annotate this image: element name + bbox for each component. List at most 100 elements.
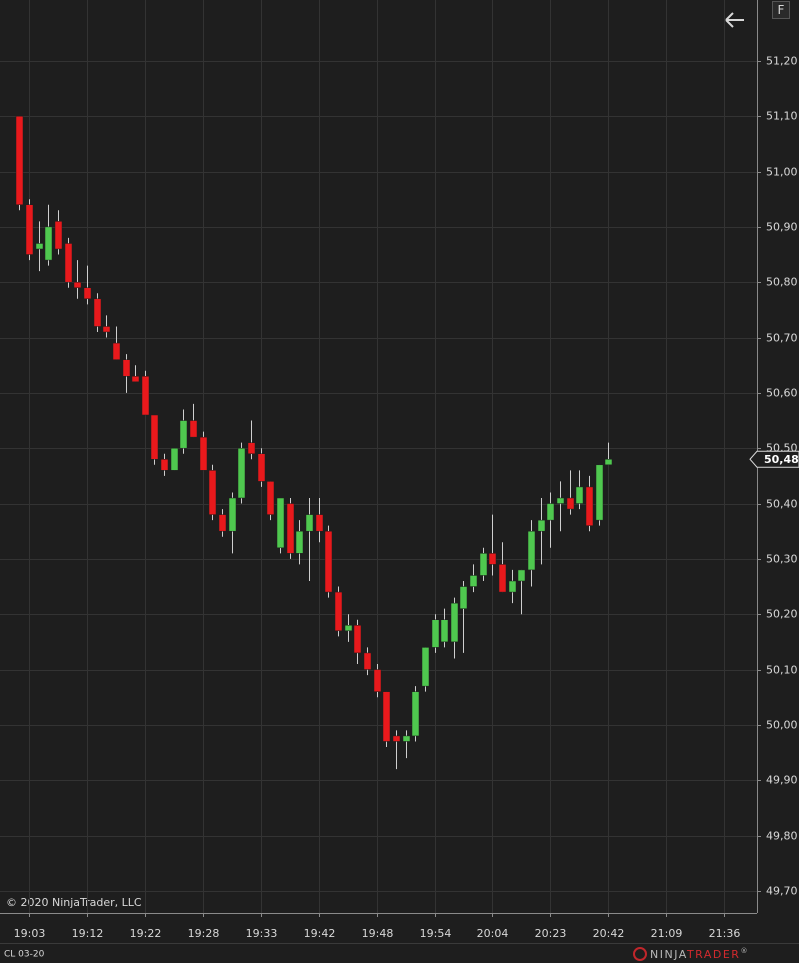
y-tick-label: 50,20 [766,608,798,621]
candle-body [488,553,497,565]
candle-body [237,447,246,499]
candle-body [363,652,372,670]
candle-body [517,569,526,582]
y-tick-label: 50,00 [766,719,798,732]
button-box[interactable] [772,1,790,19]
x-tick-label: 20:04 [477,927,509,940]
candle-body [218,514,227,532]
candle-body [556,497,565,504]
candle-body [392,735,401,742]
last-price-label: 50,48 [764,453,799,466]
candle-body [575,486,584,504]
logo: NINJATRADER® [633,947,749,961]
y-tick-label: 50,30 [766,553,798,566]
y-tick-label: 50,80 [766,276,798,289]
candle-body [315,514,324,532]
y-tick-label: 49,80 [766,830,798,843]
x-tick-label: 20:42 [593,927,625,940]
x-tick-label: 19:22 [130,927,162,940]
candle-body [122,359,131,377]
candle-body [160,459,169,471]
y-tick-label: 50,40 [766,498,798,511]
logo-second: TRADER [686,948,741,961]
candle-body [450,602,459,643]
x-tick-label: 21:36 [709,927,741,940]
candle-body [64,243,73,283]
candle-body [431,619,440,648]
candle-body [604,459,613,466]
candle-body [382,691,391,742]
candle-body [228,497,237,532]
candle-body [334,591,343,632]
instrument: CL 03-20 [4,950,45,960]
back-button[interactable] [725,12,744,28]
grid [0,0,757,913]
candle-body [479,553,488,576]
candle-body [141,376,150,416]
x-tick-label: 19:42 [304,927,336,940]
candle-body [266,481,275,515]
y-tick-label: 50,90 [766,221,798,234]
candle-body [305,514,314,532]
candle-body [102,326,111,333]
candle-body [373,669,382,692]
candle-body [527,530,536,571]
logo-text: NINJATRADER® [650,947,749,961]
x-tick-label: 19:48 [362,927,394,940]
logo-icon [633,947,647,961]
x-tick-label: 19:28 [188,927,220,940]
candle-body [546,503,555,521]
candle-body [25,204,34,255]
candle-body [131,376,140,383]
candle-body [112,342,121,360]
candle-body [286,503,295,554]
x-tick-label: 19:03 [14,927,46,940]
candle-body [179,420,188,449]
candle-body [595,464,604,521]
last-price-marker [749,450,799,468]
candle-body [402,735,411,742]
x-tick-label: 19:54 [420,927,452,940]
y-tick-label: 50,60 [766,387,798,400]
x-tick-label: 19:33 [246,927,278,940]
y-tick-label: 51,00 [766,166,798,179]
logo-mark: ® [740,947,749,955]
candle-body [257,453,266,482]
candle-body [247,442,256,454]
candle-body [566,497,575,510]
candle-body [344,625,353,632]
x-tick-label: 20:23 [535,927,567,940]
candle-body [189,420,198,438]
candle-body [324,530,333,593]
button-label[interactable]: F [778,3,785,17]
y-tick-label: 51,10 [766,110,798,123]
candle-body [35,243,44,250]
candle-body [73,281,82,288]
y-tick-label: 49,90 [766,774,798,787]
y-tick-label: 50,70 [766,332,798,345]
candle-body [498,564,507,593]
candle-body [421,647,430,687]
candle-body [508,580,517,593]
candle-body [208,470,217,515]
candle-body [276,497,285,549]
candle-body [353,625,362,654]
y-tick-label: 49,70 [766,885,798,898]
logo-first: NINJA [650,948,687,961]
candle-body [199,436,208,471]
x-tick-label: 21:09 [651,927,683,940]
candle-body [411,691,420,737]
candle-body [150,414,159,460]
candle-body [93,298,102,327]
candle-body [469,575,478,587]
candle-body [537,519,546,532]
x-tick-label: 19:12 [72,927,104,940]
y-tick-label: 50,10 [766,664,798,677]
candle-body [295,530,304,554]
back-arrow[interactable] [725,12,744,28]
candle-body [44,226,53,261]
copyright: © 2020 NinjaTrader, LLC [6,896,142,909]
candle-body [585,486,594,526]
